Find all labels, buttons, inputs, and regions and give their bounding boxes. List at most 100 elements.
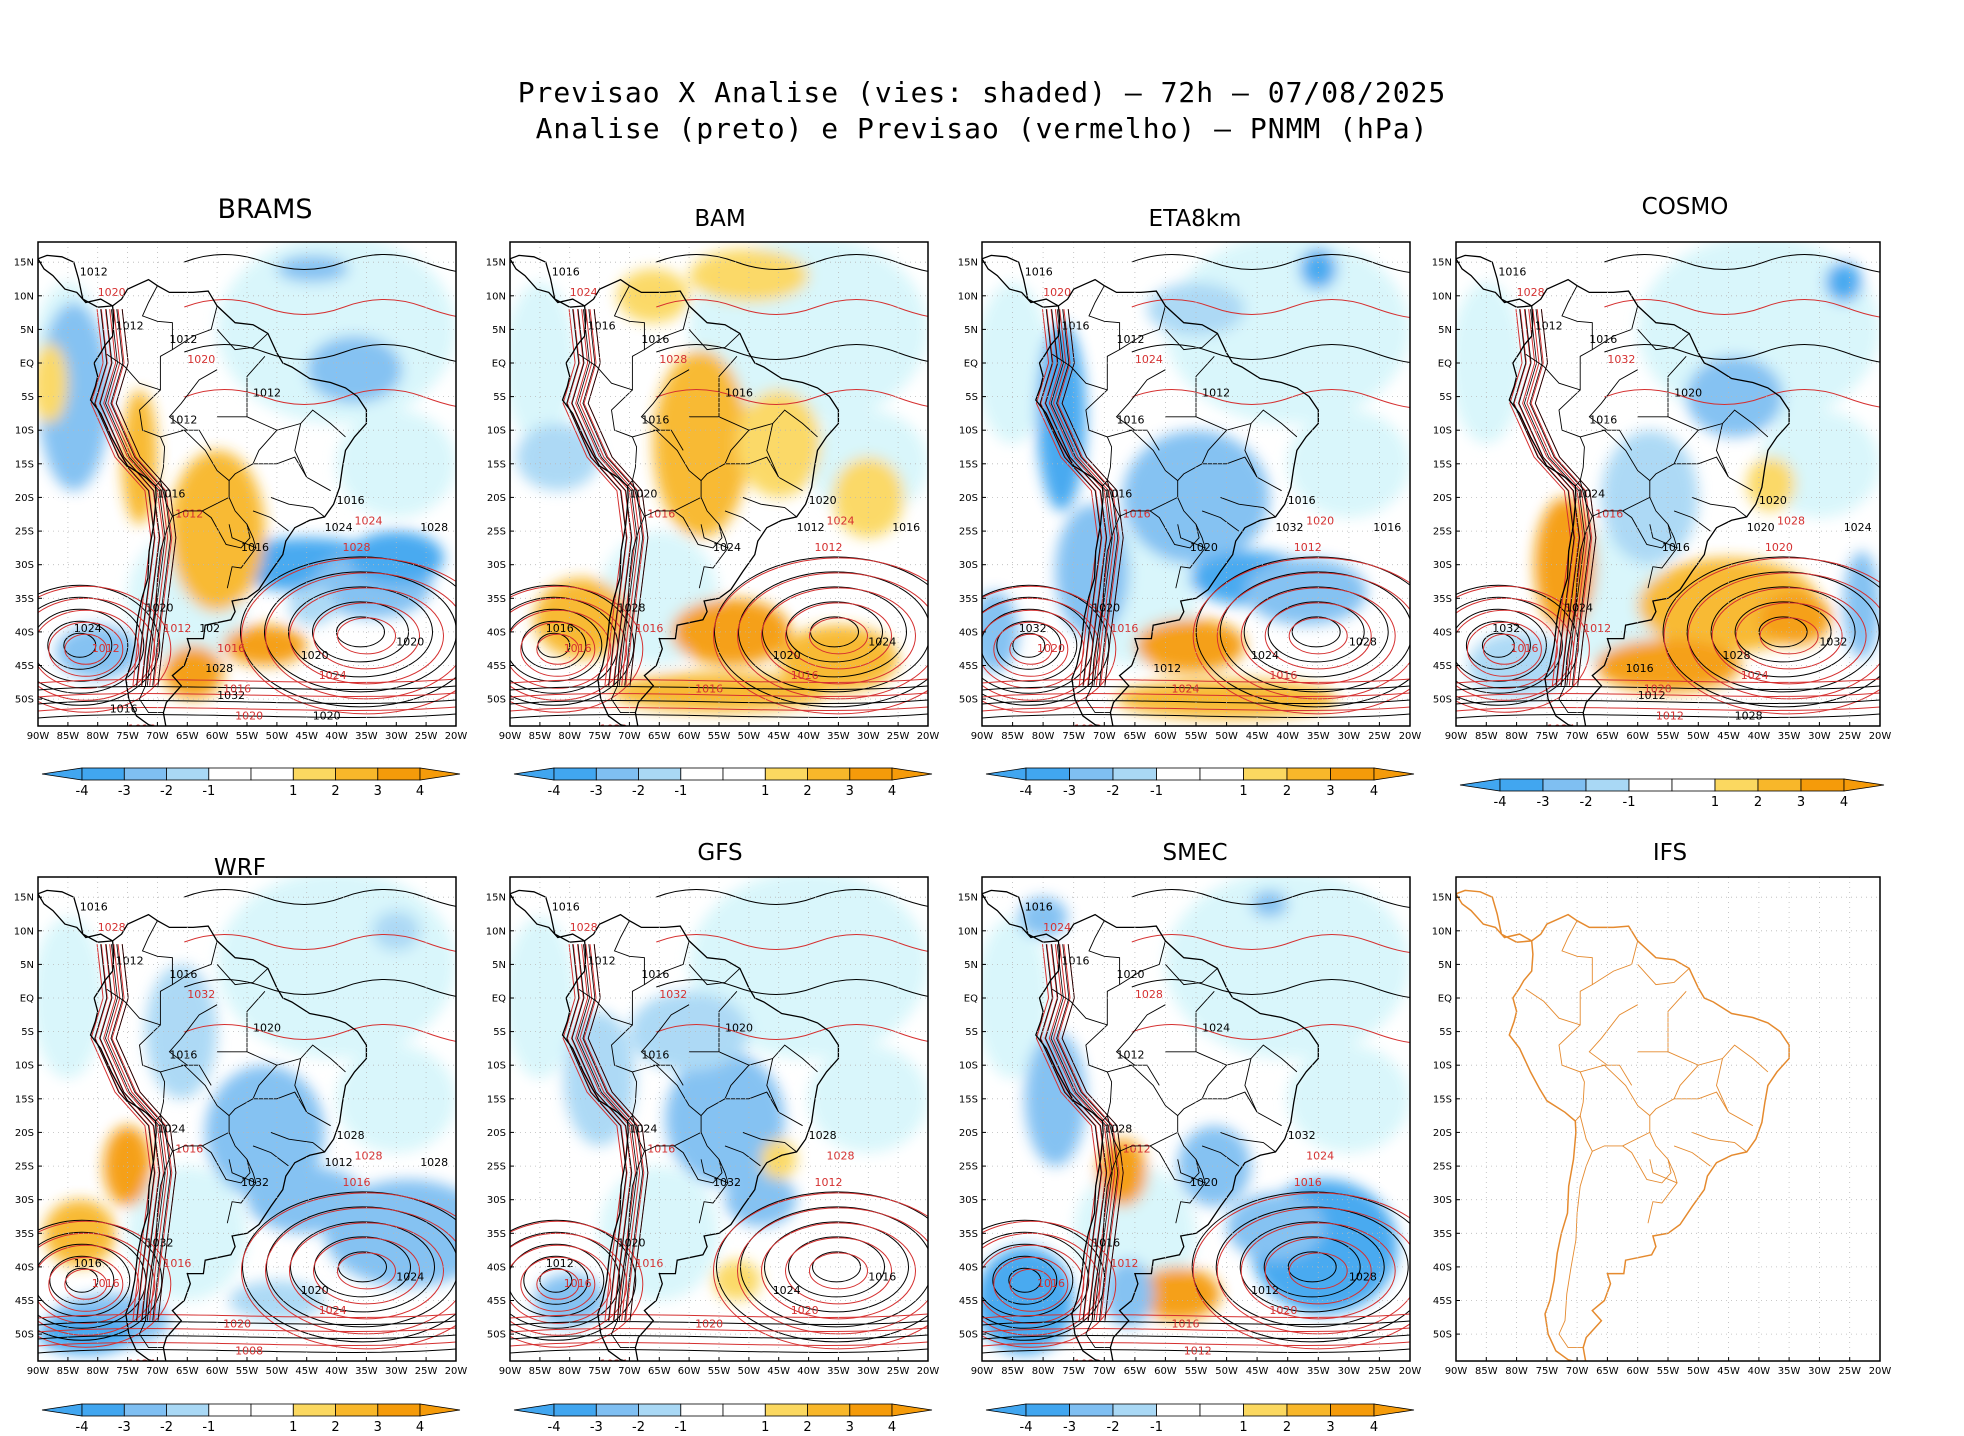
- analysis-label: 1020: [618, 1237, 646, 1250]
- colorbar-label: -4: [548, 784, 561, 799]
- forecast-isobar: [982, 585, 1117, 713]
- coastline: [982, 254, 1319, 726]
- colorbar-extend-low: [41, 1403, 83, 1417]
- forecast-label: 1016: [695, 682, 723, 695]
- forecast-label: 1028: [343, 541, 371, 554]
- coast-line: [561, 278, 840, 726]
- colorbar-label: 2: [1283, 1420, 1291, 1435]
- country-border: [294, 423, 308, 478]
- forecast-label: 1016: [343, 1176, 371, 1189]
- colorbar-box: [292, 1403, 336, 1417]
- colorbar-label: -2: [160, 1420, 173, 1435]
- forecast-label: 1024: [1043, 921, 1071, 934]
- forecast-isobar: [510, 609, 612, 689]
- analysis-label: 1024: [773, 1284, 801, 1297]
- forecast-isobar: [64, 633, 108, 665]
- x-tick-label: 85W: [1001, 731, 1024, 742]
- analysis-label: 1012: [1535, 319, 1563, 332]
- x-tick-label: 90W: [499, 731, 522, 742]
- y-tick-label: 15S: [959, 1094, 978, 1105]
- country-border: [252, 1145, 290, 1167]
- bias-cell: [223, 625, 307, 666]
- coastline: [510, 254, 840, 726]
- forecast-isobar: [1456, 706, 1880, 712]
- forecast-isobar: [993, 1256, 1069, 1312]
- coast-line: [38, 889, 113, 943]
- colorbar-box: [123, 1403, 168, 1417]
- y-tick-label: 5S: [21, 392, 34, 403]
- forecast-isobar: [38, 585, 172, 713]
- analysis-label: 1024: [1202, 1022, 1230, 1035]
- country-border: [1601, 429, 1633, 451]
- colorbar-box: [638, 1403, 682, 1417]
- bias-cell: [1134, 1266, 1221, 1321]
- forecast-isobar: [566, 309, 628, 686]
- country-border: [1667, 409, 1769, 438]
- country-border: [1201, 1145, 1240, 1167]
- forecast-isobar: [510, 692, 928, 698]
- y-tick-label: 45S: [1433, 661, 1452, 672]
- country-border: [1165, 990, 1215, 1053]
- colorbar-label: -1: [202, 1420, 215, 1435]
- forecast-isobar: [510, 585, 644, 713]
- y-tick-label: EQ: [964, 994, 978, 1005]
- isobars: [38, 254, 456, 719]
- forecast-isobar: [184, 934, 456, 952]
- y-tick-label: 20S: [1433, 493, 1452, 504]
- colorbar-box: [553, 1403, 597, 1417]
- forecast-isobar: [583, 944, 645, 1321]
- country-border: [1195, 1044, 1298, 1073]
- analysis-isobar: [656, 344, 928, 362]
- forecast-isobar: [1517, 309, 1580, 686]
- y-tick-label: 5S: [965, 392, 978, 403]
- x-tick-label: 55W: [236, 731, 259, 742]
- x-tick-label: 85W: [1475, 731, 1498, 742]
- y-tick-label: 30S: [15, 560, 34, 571]
- analysis-isobar: [1456, 596, 1563, 694]
- forecast-label: 1028: [1135, 988, 1163, 1001]
- country-border: [172, 305, 218, 350]
- analysis-label: 1020: [629, 487, 657, 500]
- colorbar-label: 1: [1711, 795, 1719, 810]
- forecast-isobar: [1052, 944, 1116, 1321]
- gridlines: [38, 242, 456, 726]
- x-tick-label: 70W: [1566, 1366, 1589, 1377]
- x-tick-label: 25W: [887, 1366, 910, 1377]
- colorbar-label: -4: [1020, 784, 1033, 799]
- analysis-isobar: [1195, 556, 1410, 708]
- x-tick-label: 75W: [588, 731, 611, 742]
- x-tick-label: 50W: [1215, 1366, 1238, 1377]
- analysis-isobar: [982, 608, 1078, 682]
- x-tick-label: 65W: [1596, 1366, 1619, 1377]
- colorbar-box: [1199, 767, 1244, 781]
- analysis-label: 1028: [337, 1129, 365, 1142]
- country-border: [228, 524, 257, 549]
- forecast-label: 1012: [1656, 709, 1684, 722]
- country-border: [1244, 1058, 1258, 1113]
- x-tick-label: 30W: [1808, 731, 1831, 742]
- forecast-isobar: [1456, 678, 1880, 684]
- y-tick-label: 35S: [1433, 1229, 1452, 1240]
- country-border: [172, 940, 218, 985]
- y-tick-label: 5N: [492, 960, 506, 971]
- x-tick-label: 30W: [385, 731, 408, 742]
- country-border: [700, 524, 729, 549]
- x-tick-label: 25W: [415, 1366, 438, 1377]
- country-border: [181, 429, 212, 451]
- y-tick-label: 10N: [14, 926, 34, 937]
- analysis-isobar: [1131, 979, 1410, 998]
- colorbar: -4 -3 -2 -1 1 2 3 4: [985, 767, 1415, 799]
- forecast-isobar: [1057, 309, 1120, 686]
- y-tick-label: 5S: [1439, 392, 1452, 403]
- bias-cell: [38, 1313, 134, 1355]
- analysis-isobar: [1050, 309, 1113, 686]
- colorbar-label: -4: [548, 1420, 561, 1435]
- forecast-isobar: [1131, 389, 1410, 408]
- analysis-label: 1016: [1025, 266, 1053, 279]
- y-tick-label: 5N: [492, 325, 506, 336]
- analysis-isobar: [788, 1236, 885, 1298]
- analysis-isobar: [1263, 1236, 1361, 1298]
- forecast-label: 1020: [235, 709, 263, 722]
- country-border: [1649, 1159, 1678, 1184]
- panel-title-ifs: IFS: [1652, 840, 1688, 866]
